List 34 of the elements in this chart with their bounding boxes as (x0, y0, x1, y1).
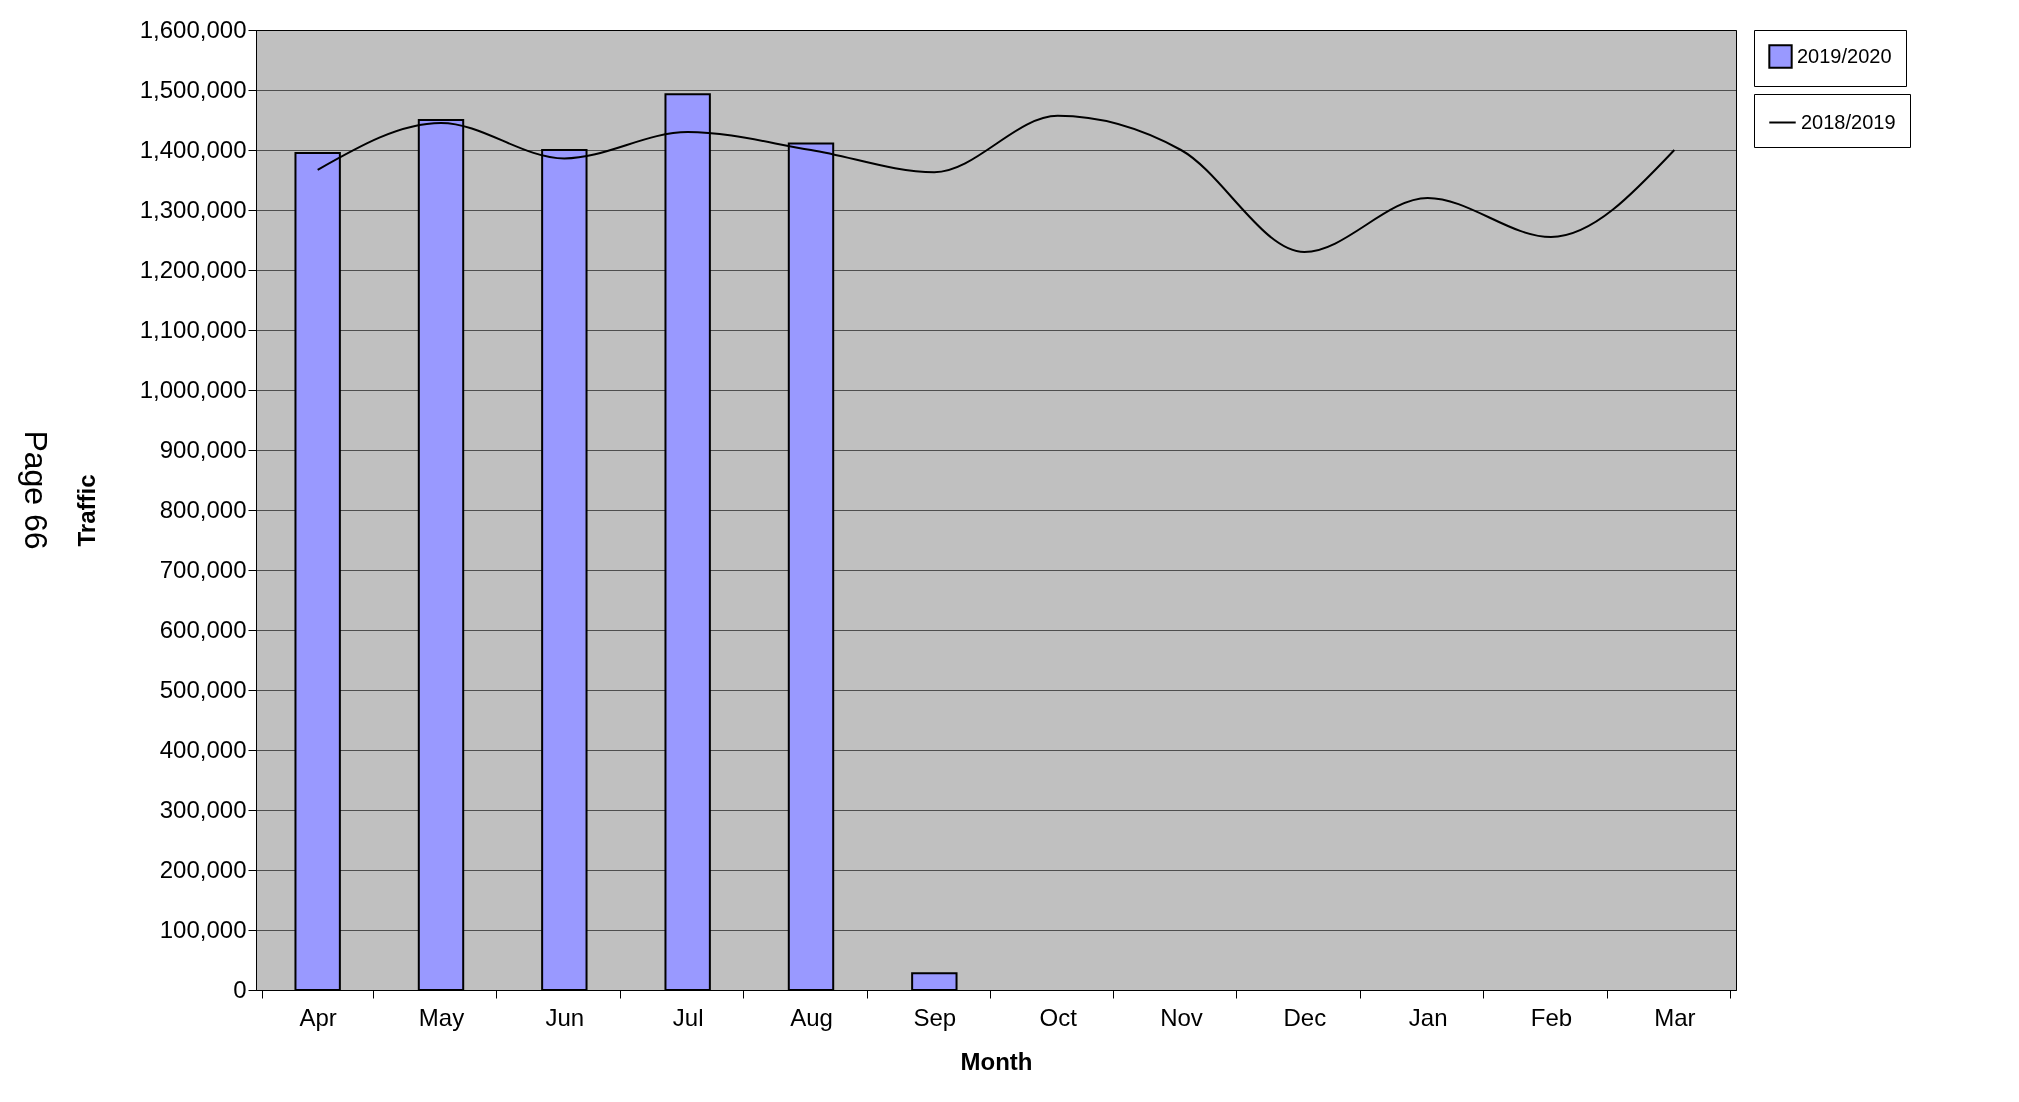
y-tick-label: 0 (233, 975, 247, 1003)
x-tick-label: Dec (1283, 1003, 1327, 1031)
text: Page 66 (16, 430, 54, 550)
x-tick-label: Apr (299, 1003, 337, 1031)
x-tick-label: Feb (1530, 1003, 1573, 1031)
x-tick-label: Mar (1654, 1003, 1696, 1031)
x-tick-label: Aug (790, 1003, 833, 1031)
legend-label: 2018/2019 (1801, 110, 1896, 133)
y-tick-label: 900,000 (159, 435, 247, 463)
y-tick-label: 400,000 (159, 735, 247, 763)
y-tick-label: 1,300,000 (139, 195, 247, 223)
y-tick-label: 800,000 (159, 495, 247, 523)
legend-label: 2019/2020 (1797, 44, 1892, 67)
y-tick-label: 1,500,000 (139, 75, 247, 103)
y-tick-label: 1,200,000 (139, 255, 247, 283)
x-tick-label: Sep (913, 1003, 957, 1031)
x-tick-label: May (418, 1003, 465, 1031)
y-tick-label: 1,600,000 (139, 15, 247, 43)
y-tick-label: 200,000 (159, 855, 247, 883)
y-axis-title: Traffic (72, 474, 100, 547)
y-tick-label: 600,000 (159, 615, 247, 643)
y-tick-label: 1,000,000 (139, 375, 247, 403)
x-tick-label: Jun (545, 1003, 585, 1031)
x-tick-label: Oct (1039, 1003, 1078, 1031)
x-tick-label: Nov (1160, 1003, 1203, 1031)
x-axis-title: Month (960, 1047, 1033, 1075)
y-tick-label: 1,400,000 (139, 135, 247, 163)
x-tick-label: Jan (1408, 1003, 1448, 1031)
x-tick-label: Jul (672, 1003, 704, 1031)
y-tick-label: 700,000 (159, 555, 247, 583)
y-tick-label: 1,100,000 (139, 315, 247, 343)
y-tick-label: 300,000 (159, 795, 247, 823)
y-tick-label: 500,000 (159, 675, 247, 703)
y-tick-label: 100,000 (159, 915, 247, 943)
